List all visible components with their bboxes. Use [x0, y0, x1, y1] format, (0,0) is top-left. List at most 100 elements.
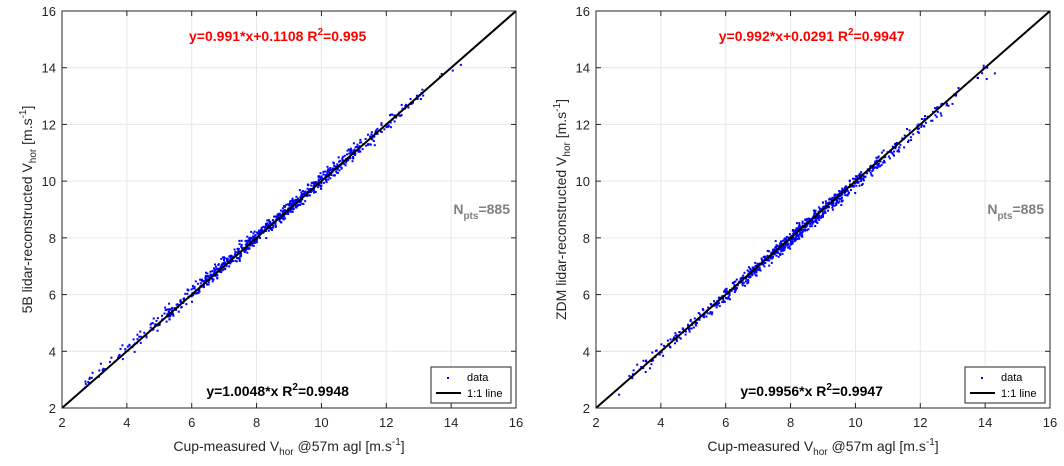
data-point	[299, 196, 302, 198]
data-point	[826, 206, 829, 209]
data-point	[327, 168, 330, 171]
data-point	[344, 164, 347, 167]
data-point	[373, 135, 376, 138]
data-point	[800, 234, 803, 237]
data-point	[690, 327, 693, 330]
data-point	[252, 244, 255, 247]
data-point	[145, 336, 148, 339]
data-point	[291, 210, 294, 213]
data-point	[335, 170, 338, 173]
data-point	[352, 156, 355, 158]
data-point	[229, 254, 232, 257]
data-point	[879, 165, 882, 168]
data-point	[697, 312, 700, 314]
data-point	[290, 208, 293, 211]
data-point	[935, 107, 938, 110]
data-point	[784, 238, 787, 241]
data-point	[318, 175, 321, 178]
data-point	[99, 362, 102, 365]
data-point	[251, 237, 254, 240]
data-point	[281, 210, 284, 213]
data-point	[903, 134, 906, 137]
data-point	[373, 144, 376, 147]
data-point	[327, 178, 330, 181]
data-point	[790, 243, 792, 246]
data-point	[830, 203, 833, 206]
x-tick-label: 4	[657, 415, 664, 430]
data-point	[831, 199, 833, 201]
data-point	[248, 240, 250, 243]
data-point	[220, 270, 223, 273]
data-point	[727, 295, 730, 298]
x-tick-label: 2	[58, 415, 65, 430]
data-point	[246, 251, 249, 254]
data-point	[800, 225, 802, 228]
y-axis-label: 5B lidar-reconstructed Vhor [m.s-1]	[18, 106, 39, 314]
data-point	[728, 298, 731, 301]
data-point	[136, 333, 139, 336]
data-point	[301, 198, 304, 201]
data-point	[164, 306, 167, 309]
data-point	[88, 378, 91, 381]
data-point	[835, 193, 838, 196]
data-point	[753, 272, 756, 275]
data-point	[158, 324, 161, 326]
data-point	[164, 309, 167, 312]
data-point	[871, 167, 874, 170]
data-point	[224, 262, 226, 265]
data-point	[779, 254, 782, 256]
data-point	[785, 235, 788, 238]
data-point	[304, 200, 307, 203]
data-point	[790, 238, 793, 241]
y-axis-label: ZDM lidar-reconstructed Vhor [m.s-1]	[552, 99, 573, 320]
data-point	[660, 343, 663, 346]
data-point	[348, 157, 351, 160]
data-point	[324, 170, 327, 173]
data-point	[786, 243, 789, 246]
data-point	[977, 76, 979, 79]
data-point	[285, 203, 288, 206]
data-point	[163, 312, 166, 315]
data-point	[651, 351, 654, 354]
data-point	[223, 257, 226, 260]
data-point	[763, 265, 766, 268]
data-point	[248, 238, 251, 241]
data-point	[336, 171, 339, 174]
data-point	[777, 251, 780, 254]
data-point	[918, 127, 920, 130]
data-point	[843, 187, 846, 189]
data-point	[741, 282, 744, 285]
data-point	[254, 234, 257, 237]
data-point	[332, 161, 335, 164]
data-point	[274, 223, 277, 225]
data-point	[308, 188, 311, 191]
data-point	[796, 237, 799, 240]
data-point	[294, 201, 296, 204]
data-point	[674, 332, 677, 335]
data-point	[798, 237, 801, 240]
data-point	[930, 119, 933, 122]
data-point	[669, 345, 671, 348]
data-point	[702, 309, 705, 312]
data-point	[271, 229, 273, 231]
data-point	[725, 290, 728, 293]
data-point	[342, 155, 345, 158]
data-point	[791, 242, 794, 245]
data-point	[168, 302, 171, 305]
data-point	[290, 204, 293, 207]
data-point	[266, 222, 269, 225]
data-point	[325, 179, 328, 182]
data-point	[780, 247, 783, 250]
data-point	[245, 240, 248, 243]
data-point	[688, 330, 691, 333]
data-point	[351, 160, 354, 163]
legend-entry-data: data	[467, 372, 489, 384]
data-point	[678, 336, 681, 339]
data-point	[721, 295, 724, 298]
data-point	[208, 275, 211, 278]
data-point	[783, 240, 786, 243]
data-point	[272, 226, 275, 229]
data-point	[955, 93, 957, 96]
y-tick-label: 6	[583, 288, 590, 303]
